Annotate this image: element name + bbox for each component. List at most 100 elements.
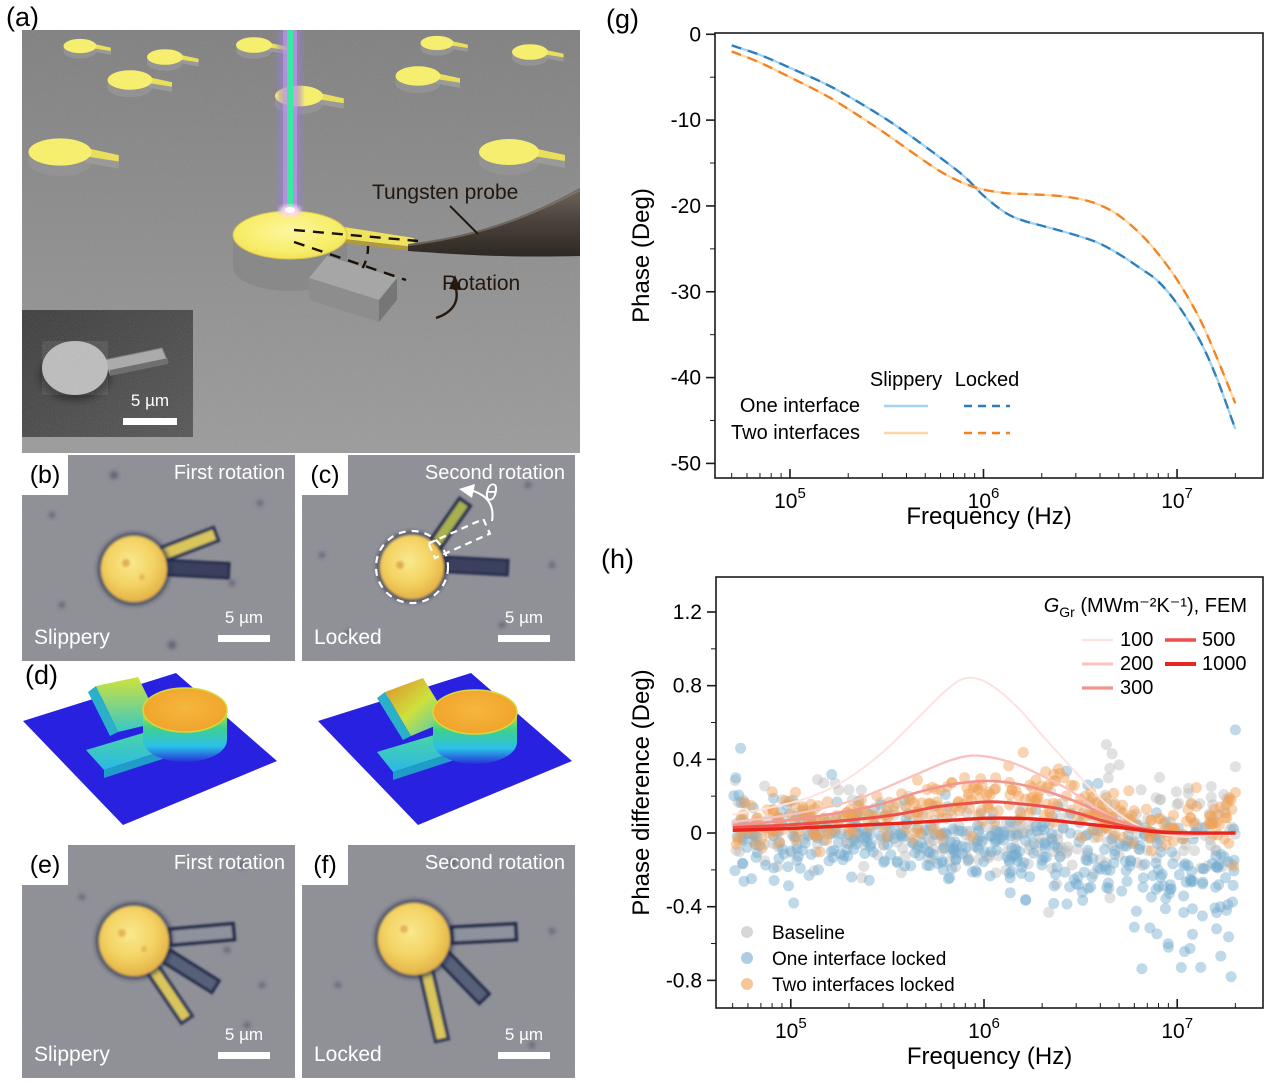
panel-c-scale-label: 5 µm — [504, 608, 544, 627]
inset-scale-bar — [123, 418, 177, 425]
surface-disk — [432, 689, 518, 764]
legend-row-label: Two interfaces — [731, 422, 860, 444]
chart-phase-difference-vs-frequency: 105 106 107 -0.8 -0.4 0 0.4 0.8 1.2 Frequency (Hz… — [628, 576, 1264, 1070]
legend-header-locked: Locked — [955, 369, 1020, 391]
y-tick-label: -10 — [671, 109, 701, 132]
panel-b-scale-bar — [218, 635, 270, 642]
y-tick-label: 0 — [690, 822, 702, 845]
fem-legend-value: 500 — [1202, 629, 1235, 651]
fem-legend-value: 200 — [1120, 653, 1153, 675]
scatter-legend-dot — [741, 952, 753, 964]
y-tick-label: -20 — [671, 195, 701, 218]
y-ticks — [706, 33, 715, 465]
x-tick-label: 105 — [774, 485, 806, 513]
panel-f-scale-bar — [498, 1052, 550, 1059]
panel-b-step-label: First rotation — [173, 462, 285, 484]
theta-arrow — [459, 484, 494, 522]
panel-e-scale-label: 5 µm — [224, 1025, 264, 1044]
fem-legend-value: 300 — [1120, 677, 1153, 699]
probe-pointer-line — [449, 205, 479, 235]
laser-beam — [278, 30, 302, 217]
y-tick-label: 0.4 — [673, 748, 703, 771]
silicon-block — [309, 256, 397, 322]
panel-d-surface-right — [315, 670, 607, 840]
panel-e-scale-bar — [218, 1052, 270, 1059]
panel-h-label: (h) — [601, 544, 634, 574]
panel-a-label: (a) — [6, 2, 39, 32]
dashed-disk-outline — [374, 529, 450, 605]
x-tick-label: 107 — [1161, 485, 1193, 513]
x-axis-label: Frequency (Hz) — [906, 503, 1071, 530]
panel-c-optical-image: (c) Second rotation θ Locked 5 µm — [302, 455, 575, 661]
inset-scale-label: 5 µm — [130, 391, 170, 410]
panel-f-letter: (f) — [302, 845, 348, 885]
panel-e-step-label: First rotation — [173, 852, 285, 874]
panel-f-optical-image: (f) Second rotation Locked 5 µm — [302, 845, 575, 1078]
dust-spots — [79, 861, 265, 1028]
y-tick-label: 1.2 — [673, 601, 702, 624]
chart-phase-vs-frequency: 105 106 107 0 -10 -20 -30 -40 -50 Frequency (Hz) P… — [628, 23, 1264, 530]
panel-g-label: (g) — [606, 4, 639, 34]
x-tick-label: 105 — [775, 1015, 807, 1043]
x-ticks — [732, 999, 1236, 1008]
y-tick-label: 0.8 — [673, 675, 702, 698]
scatter-legend-label: One interface locked — [772, 949, 946, 970]
panel-f-state-label: Locked — [314, 1043, 382, 1066]
fem-legend-title: GGr (MWm⁻²K⁻¹), FEM — [1044, 595, 1247, 620]
x-tick-label: 106 — [968, 1015, 1000, 1043]
panel-f-scale-label: 5 µm — [504, 1025, 544, 1044]
fem-legend-value: 1000 — [1202, 653, 1247, 675]
y-tick-label: -40 — [671, 367, 701, 390]
y-tick-label: -0.4 — [666, 896, 703, 919]
theta-symbol: θ — [485, 481, 498, 505]
series-dashed — [731, 50, 1237, 404]
panel-f-step-label: Second rotation — [424, 852, 565, 874]
scatter-legend-label: Baseline — [772, 923, 845, 944]
y-tick-label: -30 — [671, 281, 701, 304]
y-tick-label: -50 — [671, 452, 701, 475]
rotation-dashed-lines — [293, 228, 419, 282]
x-axis-label: Frequency (Hz) — [907, 1043, 1072, 1070]
series-solid — [731, 50, 1237, 404]
series-lines — [731, 44, 1237, 430]
rotation-annotation: Rotation — [442, 272, 521, 295]
y-ticks — [707, 611, 716, 982]
legend-scatter: Baseline One interface locked Two interfac… — [741, 923, 955, 996]
scatter-baseline — [729, 739, 1241, 918]
panel-b-optical-image: (b) First rotation Slippery 5 µm — [22, 455, 295, 661]
legend-g: Slippery Locked One interface Two interface… — [731, 369, 1019, 444]
panel-c-state-label: Locked — [314, 626, 382, 649]
panel-a-3d-render: 5 µm — [22, 30, 580, 453]
panel-b-letter: (b) — [22, 455, 68, 495]
microdisk-e — [96, 903, 237, 1026]
y-axis-label: Phase (Deg) — [628, 188, 655, 323]
legend-row-label: One interface — [740, 395, 860, 417]
plot-frame — [714, 32, 1264, 479]
central-microdisk — [232, 210, 414, 291]
panel-e-state-label: Slippery — [34, 1043, 110, 1066]
dust-spots — [319, 482, 555, 636]
dust-spots — [49, 471, 263, 649]
x-ticks — [731, 469, 1236, 478]
panel-c-step-label: Second rotation — [424, 462, 565, 484]
scatter-and-fits — [728, 676, 1241, 983]
microdisk-b — [98, 525, 231, 605]
x-tick-label: 106 — [968, 485, 1000, 513]
sem-inset — [22, 310, 193, 437]
panel-b-scale-label: 5 µm — [224, 608, 264, 627]
series-dashed — [731, 44, 1237, 430]
scatter-legend-dot — [741, 978, 753, 990]
y-axis-label: Phase difference (Deg) — [628, 669, 655, 915]
tungsten-probe-annotation: Tungsten probe — [372, 181, 519, 204]
legend-header-slippery: Slippery — [870, 369, 942, 391]
axes: 105 106 107 0 -10 -20 -30 -40 -50 Frequency (Hz) P… — [628, 23, 1264, 530]
y-tick-label: 0 — [689, 23, 701, 46]
y-tick-label: -0.8 — [666, 969, 702, 992]
panel-d-label: (d) — [25, 660, 58, 690]
microdisk-f — [375, 900, 519, 1044]
fem-curve-1000 — [732, 816, 1236, 835]
panel-d-surface-left — [20, 670, 312, 840]
panel-e-optical-image: (e) First rotation Slippery 5 µm — [22, 845, 295, 1078]
